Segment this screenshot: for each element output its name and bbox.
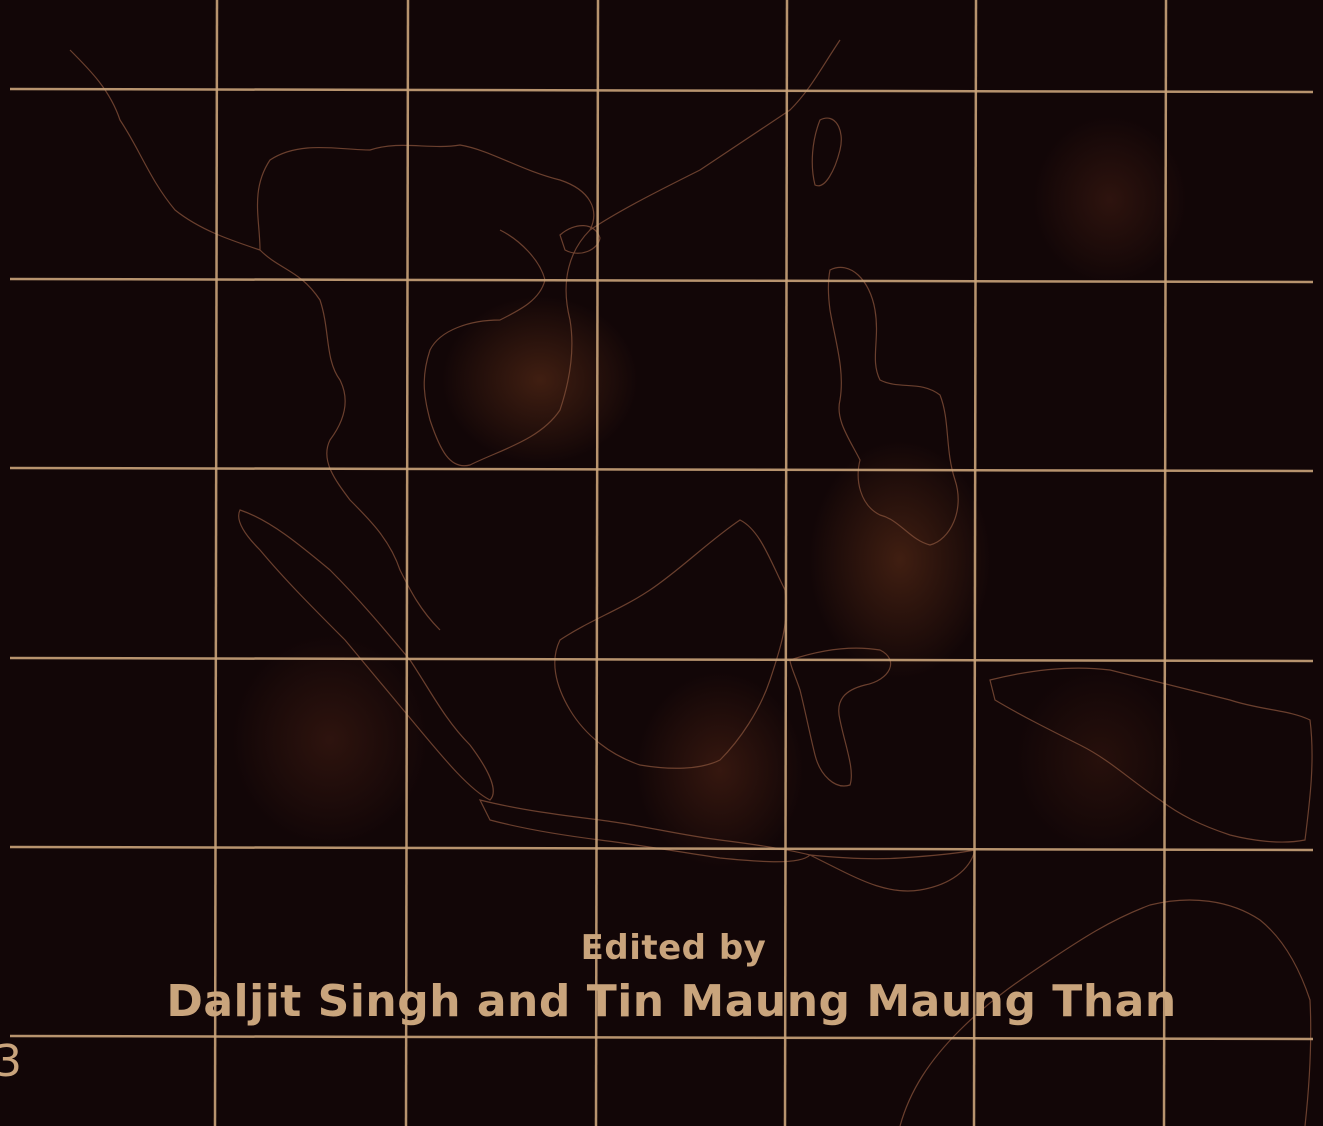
grid-vertical-line	[972, 0, 978, 1126]
grid-vertical-line	[594, 0, 600, 1126]
grid-vertical-line	[1162, 0, 1168, 1126]
editors-names: Daljit Singh and Tin Maung Maung Than	[166, 976, 1177, 1027]
hainan-coast	[559, 225, 601, 254]
sumatra-coast	[238, 509, 494, 801]
grid-horizontal-line	[9, 277, 1314, 284]
sulawesi-coast	[789, 647, 892, 787]
grid-horizontal-line	[9, 87, 1314, 94]
grid-horizontal-line	[9, 466, 1314, 473]
grid-vertical-line	[404, 0, 410, 1126]
philippines-coast	[827, 266, 959, 546]
grid-vertical-line	[783, 0, 789, 1126]
australia-coast	[899, 899, 1312, 1126]
mainland-coast	[69, 39, 841, 631]
new-guinea-coast	[989, 667, 1313, 843]
grid-horizontal-line	[9, 1034, 1314, 1041]
spine-partial-glyph: 3	[0, 1036, 22, 1087]
taiwan-coast	[811, 117, 842, 187]
grid-horizontal-line	[9, 845, 1314, 852]
borneo-coast	[554, 519, 787, 769]
grid-horizontal-line	[9, 656, 1314, 663]
edited-by-label: Edited by	[580, 928, 767, 968]
grid-vertical-line	[213, 0, 219, 1126]
